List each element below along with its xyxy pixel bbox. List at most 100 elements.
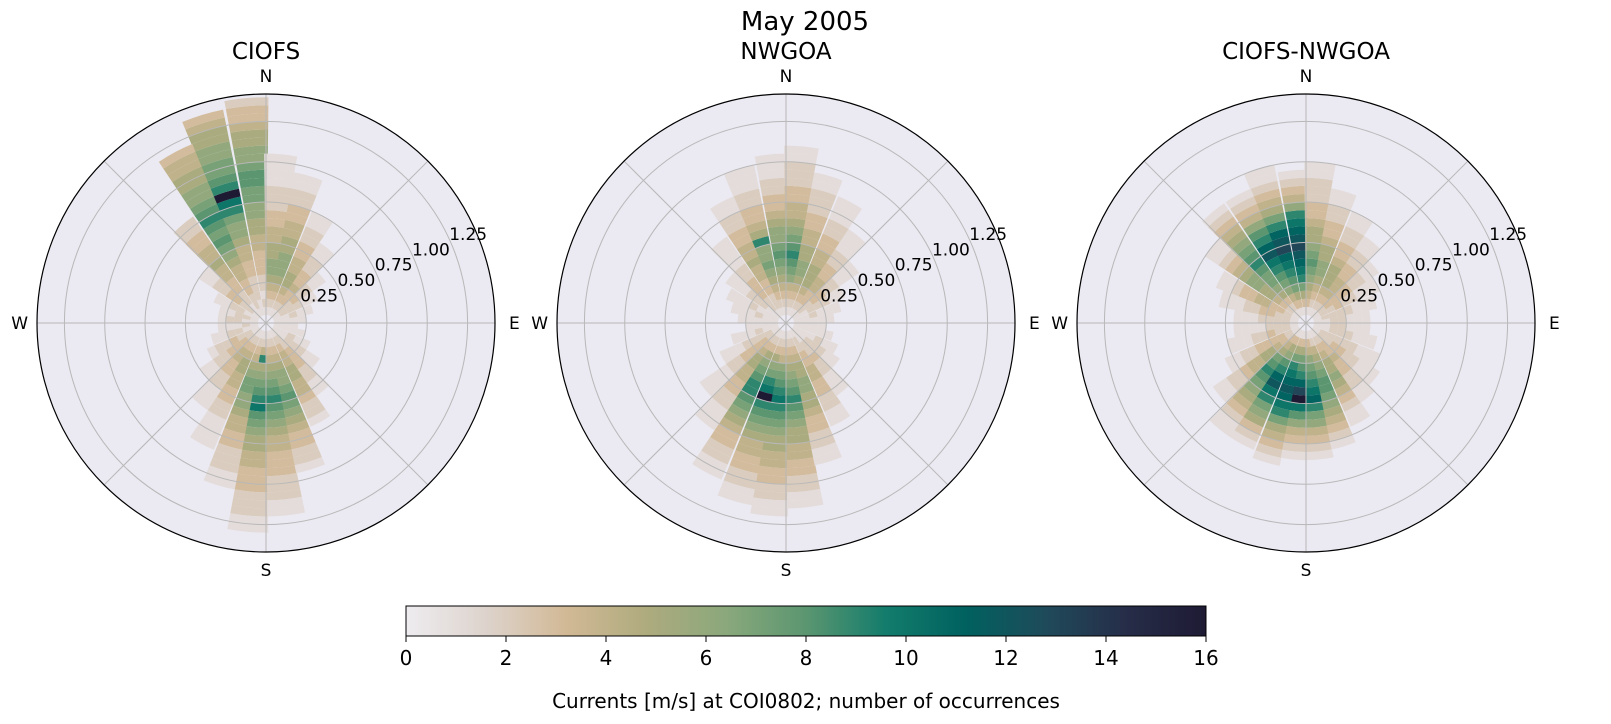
histogram-cell [233, 323, 243, 330]
histogram-cell [261, 298, 267, 308]
histogram-cell [270, 345, 279, 355]
histogram-cell [706, 373, 724, 393]
histogram-cell [1321, 397, 1341, 410]
histogram-cell [281, 227, 302, 241]
histogram-cell [294, 382, 312, 398]
histogram-cell [801, 322, 811, 328]
colorbar-tick-label: 16 [1193, 646, 1218, 670]
histogram-cell [784, 177, 813, 189]
histogram-cell [730, 180, 759, 197]
histogram-cell [1262, 212, 1286, 227]
histogram-cell [233, 317, 243, 324]
histogram-cell [261, 338, 267, 348]
angular-gridline [265, 322, 429, 486]
histogram-cell [1325, 412, 1347, 426]
histogram-cell [722, 249, 741, 267]
histogram-cell [792, 313, 801, 320]
histogram-cell [1239, 348, 1253, 365]
histogram-cell [1292, 311, 1301, 319]
histogram-cell [1346, 341, 1359, 355]
histogram-cell [748, 228, 769, 242]
histogram-cell [1225, 229, 1247, 250]
histogram-cell [289, 188, 317, 204]
histogram-cell [733, 292, 746, 306]
histogram-cell [759, 336, 770, 347]
histogram-cell [207, 226, 230, 243]
histogram-cell [754, 363, 768, 376]
histogram-cell [283, 404, 304, 418]
panel-title: NWGOA [740, 39, 831, 65]
histogram-cell [1361, 322, 1371, 335]
histogram-cell [711, 236, 732, 256]
histogram-cell [1312, 300, 1320, 310]
histogram-cell [734, 263, 750, 278]
histogram-cell [791, 283, 801, 294]
histogram-cell [797, 251, 813, 264]
histogram-cell [819, 233, 840, 250]
histogram-cell [224, 97, 269, 110]
histogram-cell [1308, 299, 1315, 309]
histogram-cell [803, 336, 813, 346]
histogram-cell [1310, 291, 1318, 301]
histogram-cell [753, 317, 763, 324]
histogram-cell [1288, 303, 1297, 312]
histogram-cell [1310, 328, 1318, 337]
histogram-cell [220, 363, 235, 377]
histogram-cell [260, 346, 267, 356]
histogram-cell [1354, 242, 1374, 260]
histogram-cell [1257, 314, 1267, 324]
histogram-cell [242, 441, 268, 453]
histogram-cell [221, 427, 246, 442]
histogram-cell [217, 314, 227, 324]
histogram-cell [745, 323, 755, 332]
histogram-cell [1298, 354, 1307, 364]
angular-gridline [1305, 322, 1469, 486]
histogram-cell [1290, 283, 1300, 294]
histogram-cell [1270, 263, 1285, 276]
histogram-cell [246, 332, 255, 341]
histogram-cell [275, 342, 285, 353]
histogram-cell [299, 233, 320, 250]
histogram-cell [1291, 242, 1307, 252]
colorbar-tick-label: 8 [800, 646, 813, 670]
histogram-cell [1234, 423, 1260, 443]
histogram-cell [242, 314, 252, 321]
histogram-cell [765, 367, 778, 379]
angular-gridline [1305, 160, 1469, 324]
histogram-cell [784, 161, 816, 173]
histogram-cell [264, 226, 284, 236]
histogram-cell [295, 328, 306, 338]
histogram-cell [226, 308, 237, 318]
histogram-cell [1252, 277, 1266, 292]
radial-tick-label: 0.75 [375, 256, 413, 276]
histogram-cell [1305, 282, 1314, 292]
compass-label-e: E [1549, 314, 1560, 334]
histogram-cell [263, 330, 267, 340]
histogram-cell [1345, 313, 1355, 323]
histogram-cell [1254, 342, 1267, 356]
histogram-cell [191, 236, 212, 256]
histogram-cell [249, 320, 259, 324]
histogram-cell [832, 286, 846, 301]
histogram-cell [759, 382, 775, 395]
histogram-cell [750, 263, 765, 276]
radial-tick-label: 1.00 [412, 240, 450, 260]
colorbar-tick-label: 2 [500, 646, 513, 670]
histogram-cell [285, 412, 307, 426]
histogram-cell [1286, 332, 1295, 341]
histogram-cell [213, 292, 226, 306]
histogram-cell [1337, 389, 1357, 405]
histogram-cell [817, 269, 832, 283]
histogram-cell [264, 177, 293, 189]
histogram-cell [1353, 322, 1363, 334]
histogram-cell [1325, 304, 1336, 314]
histogram-cell [1301, 338, 1307, 348]
histogram-cell [784, 226, 804, 236]
histogram-cell [784, 202, 809, 213]
histogram-cell [759, 300, 769, 310]
histogram-cell [1275, 305, 1286, 315]
histogram-cell [269, 337, 276, 347]
histogram-cell [1316, 259, 1330, 271]
histogram-cell [1306, 386, 1321, 396]
histogram-cell [191, 133, 230, 152]
